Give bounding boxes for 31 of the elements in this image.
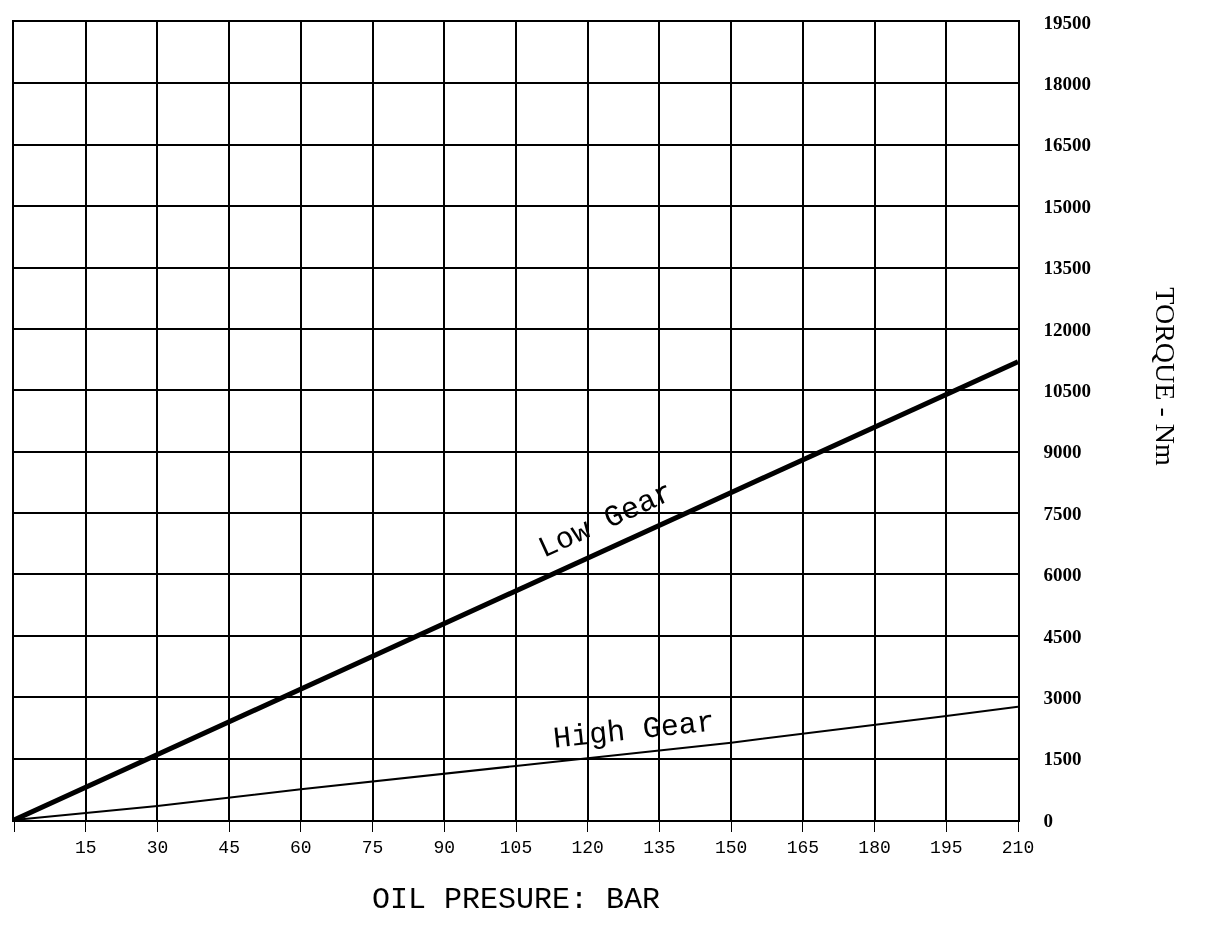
x-tick-label: 45 [218, 838, 240, 859]
x-tick-label: 135 [643, 838, 676, 859]
x-tick-label: 75 [361, 838, 384, 859]
y-axis-title: TORQUE - Nm [1150, 287, 1182, 466]
y-tick-label: 19500 [1043, 11, 1092, 33]
y-tick-label: 9000 [1043, 441, 1082, 463]
x-tick-label: 60 [290, 838, 312, 859]
x-axis-title: OIL PRESURE: BAR [371, 883, 661, 918]
x-tick-label: 90 [433, 838, 456, 859]
x-tick-label: 150 [714, 838, 748, 859]
x-tick-label: 30 [146, 838, 169, 859]
x-tick-label: 180 [858, 838, 891, 859]
y-tick-label: 7500 [1043, 502, 1082, 524]
text: High Gear [551, 705, 717, 757]
y-tick-label: 18000 [1043, 73, 1092, 95]
y-tick-label: 12000 [1043, 318, 1092, 340]
y-tick-label: 3000 [1043, 686, 1082, 708]
x-tick-label: 120 [571, 838, 604, 859]
x-tick-label: 105 [499, 838, 533, 859]
y-tick-label: 13500 [1043, 257, 1092, 279]
x-tick-label: 15 [74, 838, 97, 859]
y-tick-label: 16500 [1043, 134, 1092, 156]
y-tick-label: 0 [1043, 809, 1054, 831]
y-tick-label: 15000 [1043, 195, 1092, 217]
y-tick-label: 10500 [1043, 379, 1092, 401]
x-tick-label: 195 [930, 838, 963, 859]
y-tick-label: 6000 [1043, 564, 1082, 586]
x-tick-label: 165 [786, 838, 820, 859]
x-tick-label: 210 [1001, 838, 1035, 859]
y-tick-label: 1500 [1043, 748, 1082, 770]
y-tick-label: 4500 [1043, 625, 1082, 647]
